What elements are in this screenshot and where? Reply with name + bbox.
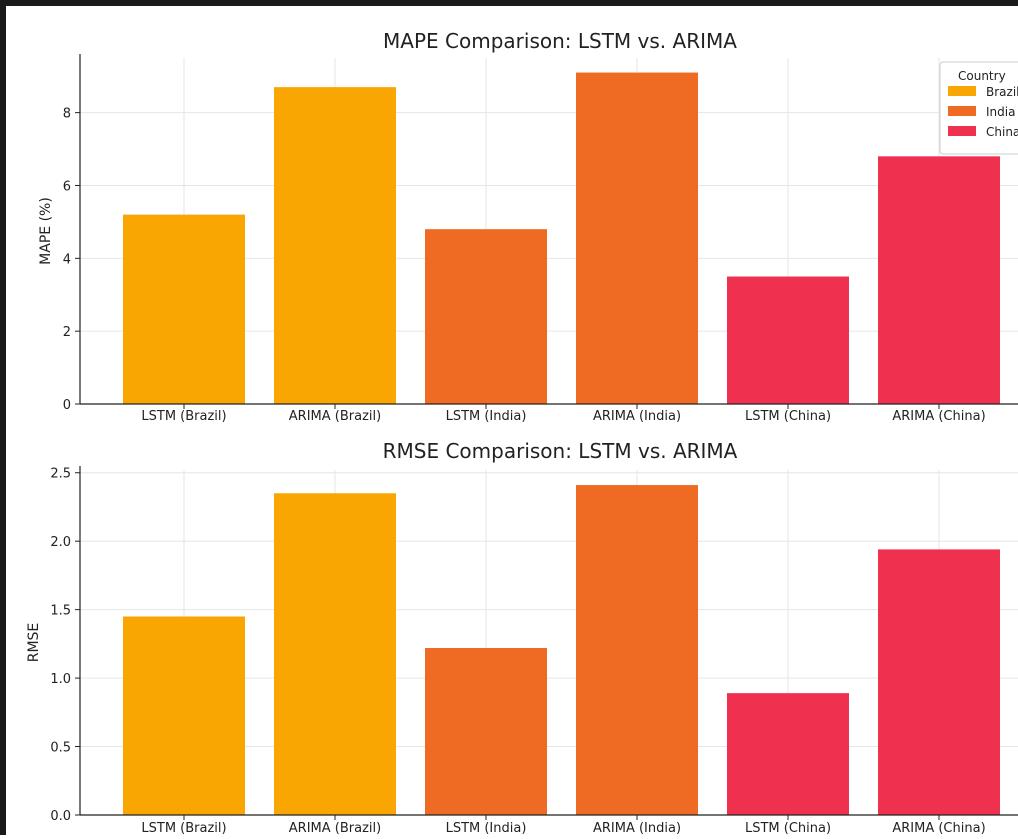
chart1-title: MAPE Comparison: LSTM vs. ARIMA [383,29,737,53]
chart2-xtick-label-lstm-china: LSTM (China) [745,821,831,835]
chart1-ytick-label-3: 6 [63,179,71,194]
chart2-xtick-label-arima-india: ARIMA (India) [593,821,681,835]
chart1-bar-arima-brazil [274,87,396,404]
chart2-bar-lstm-india [425,647,547,815]
chart1-xtick-label-lstm-brazil: LSTM (Brazil) [141,409,226,424]
chart1-ytick-label-0: 0 [63,398,71,413]
chart2-ytick-label-1: 0.5 [50,741,71,756]
legend-label-india: India [986,105,1015,119]
chart1-ytick-label-2: 4 [63,252,71,267]
legend-swatch-india [948,106,976,116]
chart1-bar-lstm-brazil [123,214,245,404]
chart1-ytick-label-4: 8 [63,107,71,122]
chart1-bar-lstm-china [727,276,849,404]
chart1-bar-arima-china [878,156,1000,404]
chart2-xtick-label-arima-china: ARIMA (China) [892,821,985,835]
chart2-bar-arima-brazil [274,493,396,815]
chart2-bar-lstm-brazil [123,616,245,815]
chart2-ytick-label-0: 0.0 [50,809,71,824]
chart2-ytick-label-2: 1.0 [50,672,71,687]
chart2-xtick-label-arima-brazil: ARIMA (Brazil) [289,821,381,835]
chart2-bar-arima-india [576,485,698,815]
chart1-xtick-label-lstm-india: LSTM (India) [446,409,527,424]
chart2-title: RMSE Comparison: LSTM vs. ARIMA [383,439,738,463]
chart2-bar-arima-china [878,549,1000,815]
chart2-xtick-label-lstm-india: LSTM (India) [446,821,527,835]
chart2-ylabel: RMSE [26,623,42,663]
chart1-xtick-label-arima-brazil: ARIMA (Brazil) [289,409,381,424]
legend-swatch-brazil [948,86,976,96]
chart1-bar-lstm-india [425,229,547,404]
chart2-bar-lstm-china [727,693,849,815]
chart1-bar-arima-india [576,72,698,404]
legend-label-brazil: Brazil [986,85,1018,99]
chart1-ytick-label-1: 2 [63,325,71,340]
chart2-xtick-label-lstm-brazil: LSTM (Brazil) [141,821,226,835]
chart1-xtick-label-arima-china: ARIMA (China) [892,409,985,424]
chart1-xtick-label-lstm-china: LSTM (China) [745,409,831,424]
chart1-xtick-label-arima-india: ARIMA (India) [593,409,681,424]
legend-title: Country [958,69,1006,83]
chart2-ytick-label-4: 2.0 [50,535,71,550]
legend-swatch-china [948,126,976,136]
chart1-ylabel: MAPE (%) [38,197,54,265]
chart2-ytick-label-3: 1.5 [50,604,71,619]
legend-label-china: China [986,125,1018,139]
chart2-ytick-label-5: 2.5 [50,467,71,482]
